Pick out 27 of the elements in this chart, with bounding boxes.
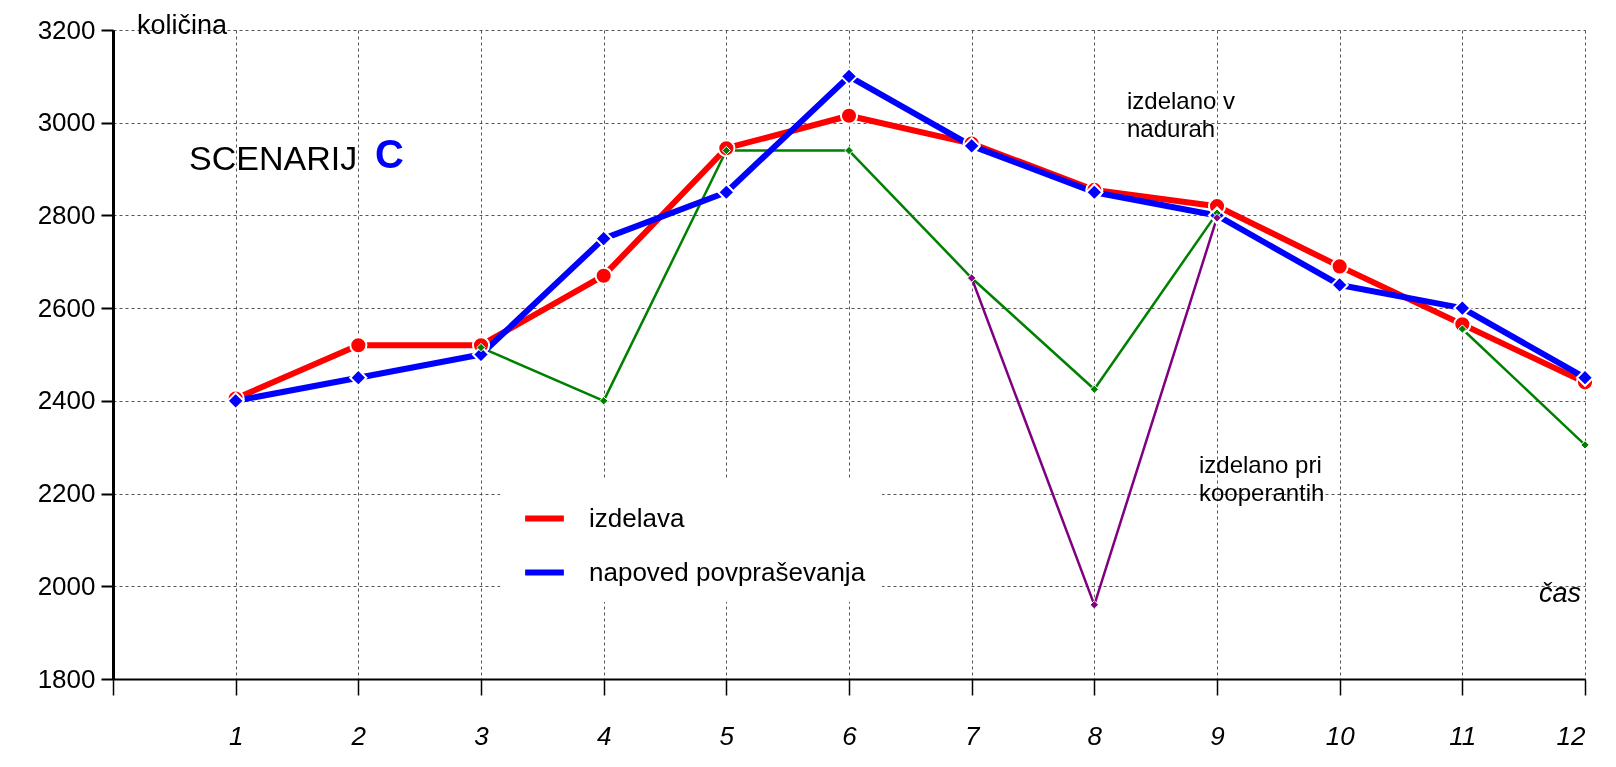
y-tick-label: 2400: [37, 385, 96, 416]
annotation: SCENARIJ C: [189, 132, 404, 177]
x-axis-title: čas: [1538, 578, 1581, 608]
x-tick-label: 4: [596, 720, 612, 751]
y-tick-label: 2600: [37, 292, 96, 323]
x-tick-label: 10: [1325, 720, 1356, 751]
legend-label: izdelava: [589, 502, 685, 533]
y-tick-label: 3000: [37, 107, 96, 138]
x-tick-label: 2: [350, 720, 367, 751]
y-tick-label: 1800: [37, 663, 96, 694]
x-tick-label: 9: [1210, 720, 1225, 751]
annotation: izdelano pri kooperantih: [1199, 451, 1325, 506]
y-axis-title: količina: [137, 10, 229, 40]
y-tick-label: 2800: [37, 199, 96, 230]
y-tick-label: 3200: [37, 14, 96, 45]
y-tick-label: 2200: [37, 478, 96, 509]
x-tick-label: 12: [1556, 720, 1587, 751]
x-tick-label: 5: [719, 720, 735, 751]
x-tick-label: 3: [474, 720, 490, 751]
y-tick-label: 2000: [37, 570, 96, 601]
annotation: izdelano v nadurah: [1127, 87, 1236, 142]
x-tick-label: 6: [842, 720, 858, 751]
x-tick-label: 8: [1087, 720, 1103, 751]
x-tick-label: 7: [964, 720, 981, 751]
legend-label: napoved povpraševanja: [589, 556, 866, 587]
x-tick-label: 11: [1449, 720, 1477, 751]
x-tick-label: 1: [228, 720, 244, 751]
